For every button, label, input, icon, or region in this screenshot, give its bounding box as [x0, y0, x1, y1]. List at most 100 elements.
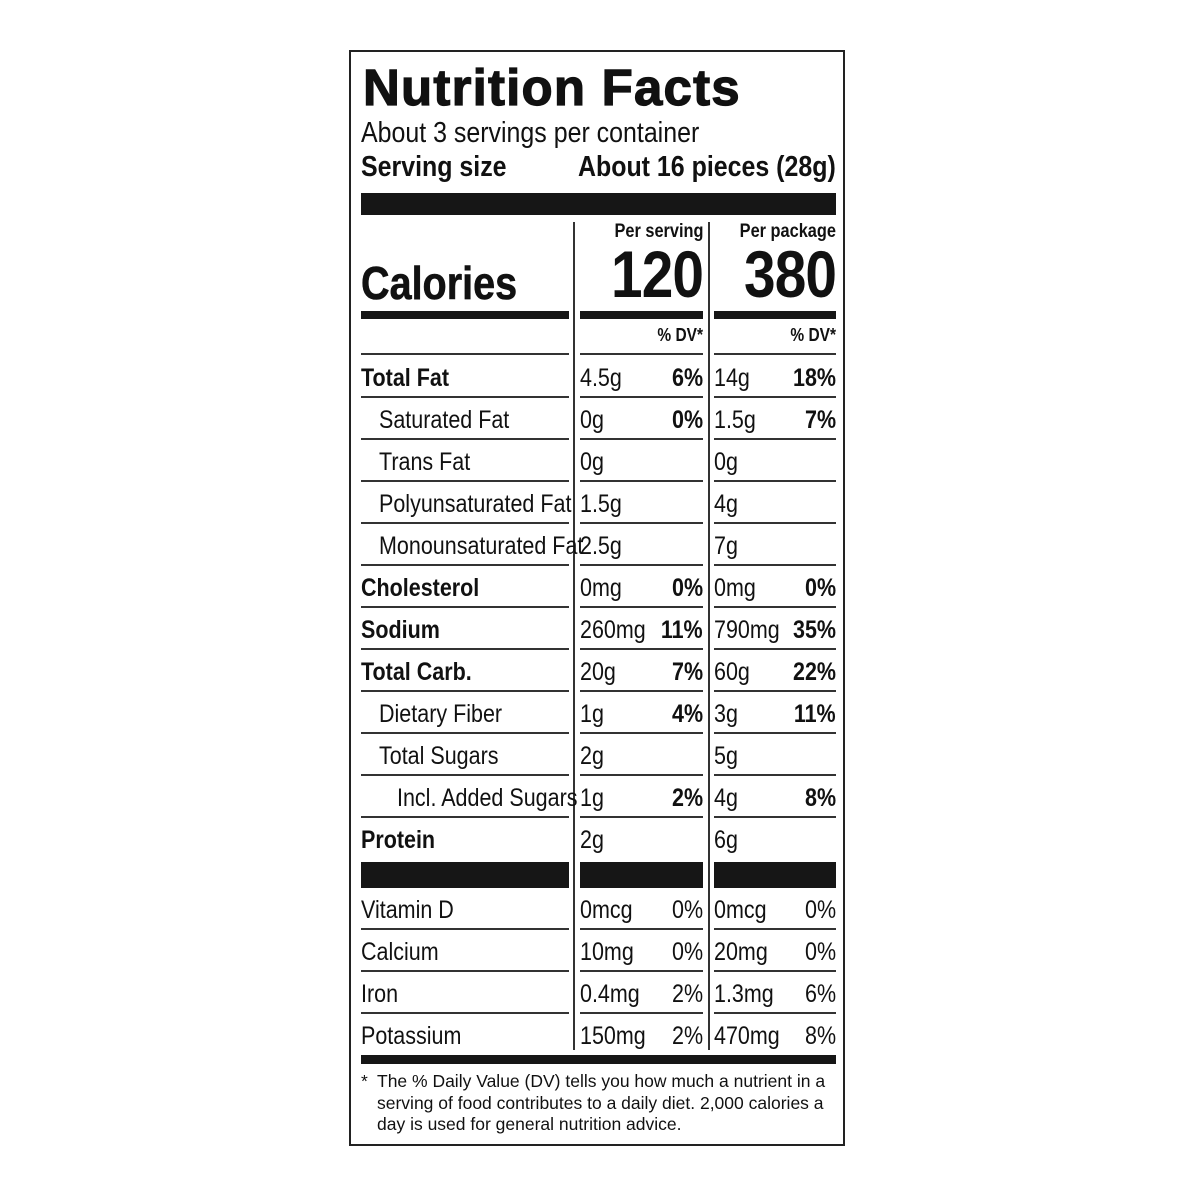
row-divider: [580, 396, 703, 398]
serving-amount-cell: 2g: [580, 734, 703, 776]
nutrient-name-cell: Protein: [361, 818, 569, 860]
row-divider: [580, 564, 703, 566]
package-amount: 4g: [714, 784, 738, 812]
package-dv: 0%: [804, 574, 836, 602]
serving-dv-cell: 2%: [580, 972, 703, 1014]
package-amount: 4g: [714, 490, 738, 518]
package-dv-cell: [714, 524, 836, 566]
nutrient-row: Sodium 260mg 11% 790mg 35%: [361, 608, 836, 650]
package-dv: 18%: [792, 364, 836, 392]
serving-dv-cell: 4%: [580, 692, 703, 734]
nutrient-name: Protein: [361, 826, 436, 854]
package-amount: 0mcg: [714, 896, 767, 924]
package-dv: 6%: [804, 980, 836, 1008]
nutrient-name-cell: Potassium: [361, 1014, 569, 1056]
serving-dv: 2%: [671, 980, 703, 1008]
package-amount-cell: 1.5g: [714, 398, 836, 440]
nutrient-name: Trans Fat: [379, 448, 471, 476]
dv-header-serving: % DV*: [580, 325, 703, 346]
nutrient-name: Total Fat: [361, 364, 449, 392]
serving-dv-cell: [580, 440, 703, 482]
row-divider: [714, 564, 836, 566]
row-divider: [580, 1012, 703, 1014]
row-divider: [361, 1012, 569, 1014]
package-dv-cell: 8%: [714, 1014, 836, 1056]
serving-amount: 1g: [580, 700, 604, 728]
serving-dv-cell: 0%: [580, 930, 703, 972]
serving-size-label: Serving size: [361, 151, 507, 183]
nutrient-row: Calcium 10mg 0% 20mg 0%: [361, 930, 836, 972]
row-divider: [714, 928, 836, 930]
serving-amount-cell: 10mg: [580, 930, 703, 972]
nutrient-name-cell: Cholesterol: [361, 566, 569, 608]
row-divider: [580, 606, 703, 608]
serving-amount-cell: 4.5g: [580, 356, 703, 398]
per-serving-text: Per serving: [613, 221, 703, 242]
row-divider: [361, 690, 569, 692]
row-divider: [361, 522, 569, 524]
row-divider: [714, 816, 836, 818]
row-divider: [580, 438, 703, 440]
package-dv: 0%: [804, 938, 836, 966]
serving-amount: 0g: [580, 406, 604, 434]
serving-dv: 0%: [671, 896, 703, 924]
package-amount: 5g: [714, 742, 738, 770]
nutrient-row: Total Carb. 20g 7% 60g 22%: [361, 650, 836, 692]
serving-amount: 150mg: [580, 1022, 646, 1050]
package-amount-cell: 4g: [714, 776, 836, 818]
nutrient-row: Iron 0.4mg 2% 1.3mg 6%: [361, 972, 836, 1014]
calories-package-value: 380: [743, 237, 837, 311]
nutrient-name-cell: Polyunsaturated Fat: [361, 482, 572, 524]
serving-dv-cell: 7%: [580, 650, 703, 692]
nutrient-name: Monounsaturated Fat: [379, 532, 584, 560]
serving-dv: 7%: [671, 658, 703, 686]
serving-amount-cell: 0mg: [580, 566, 703, 608]
row-divider: [714, 396, 836, 398]
nutrient-row: Monounsaturated Fat 2.5g 7g: [361, 524, 836, 566]
row-divider: [714, 480, 836, 482]
serving-dv-cell: 0%: [580, 888, 703, 930]
serving-dv: 4%: [671, 700, 703, 728]
row-divider: [580, 690, 703, 692]
row-divider: [580, 816, 703, 818]
nutrient-name: Cholesterol: [361, 574, 480, 602]
row-divider: [361, 774, 569, 776]
nutrient-name: Incl. Added Sugars: [397, 784, 578, 812]
nutrient-row: Total Fat 4.5g 6% 14g 18%: [361, 356, 836, 398]
nutrient-name: Polyunsaturated Fat: [379, 490, 572, 518]
serving-dv: 2%: [671, 1022, 703, 1050]
row-divider: [580, 970, 703, 972]
serving-dv: 0%: [671, 938, 703, 966]
row-divider: [580, 480, 703, 482]
serving-dv-cell: 0%: [580, 398, 703, 440]
nutrient-name-cell: Dietary Fiber: [361, 692, 569, 734]
package-dv: 35%: [792, 616, 836, 644]
package-dv-cell: 35%: [714, 608, 836, 650]
row-divider: [580, 522, 703, 524]
nutrient-name-cell: Vitamin D: [361, 888, 569, 930]
serving-dv-cell: 11%: [580, 608, 703, 650]
nutrient-row: Dietary Fiber 1g 4% 3g 11%: [361, 692, 836, 734]
package-dv-cell: [714, 734, 836, 776]
label-title: Nutrition Facts: [362, 58, 741, 116]
package-amount: 1.3mg: [714, 980, 774, 1008]
package-amount: 790mg: [714, 616, 780, 644]
thick-divider: [361, 193, 836, 215]
row-divider: [361, 564, 569, 566]
package-amount-cell: 0g: [714, 440, 836, 482]
row-divider: [714, 648, 836, 650]
serving-amount-cell: 0g: [580, 398, 703, 440]
vitamin-bar: [714, 862, 836, 888]
nutrient-row: Trans Fat 0g 0g: [361, 440, 836, 482]
row-divider: [580, 353, 703, 355]
column-divider: [573, 222, 575, 1050]
row-divider: [714, 522, 836, 524]
nutrient-row: Potassium 150mg 2% 470mg 8%: [361, 1014, 836, 1056]
serving-amount-cell: 0g: [580, 440, 703, 482]
package-amount-cell: 0mg: [714, 566, 836, 608]
nutrient-name-cell: Iron: [361, 972, 569, 1014]
package-dv-cell: 8%: [714, 776, 836, 818]
row-divider: [714, 606, 836, 608]
nutrient-name-cell: Saturated Fat: [361, 398, 569, 440]
package-dv-cell: 7%: [714, 398, 836, 440]
